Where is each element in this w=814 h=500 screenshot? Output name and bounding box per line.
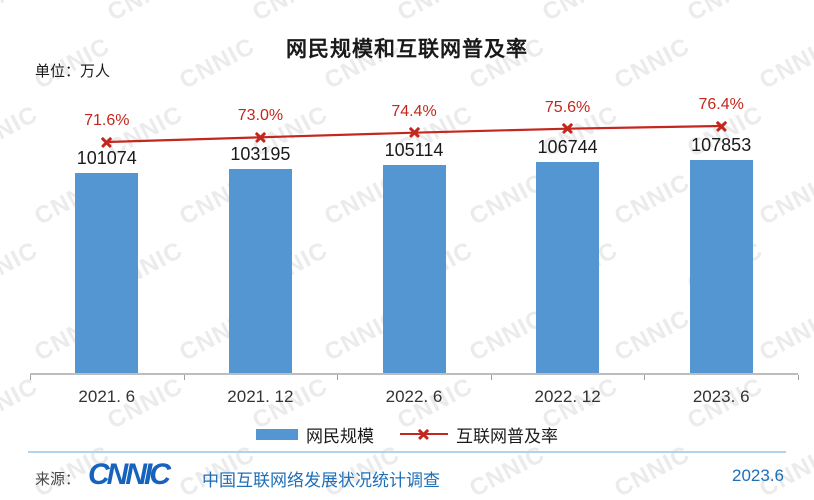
x-axis-label: 2022. 12 — [534, 387, 601, 406]
netizen-scale-bar — [382, 165, 446, 373]
axis-tick — [30, 375, 31, 380]
source-label: 来源： — [35, 471, 81, 488]
legend-item-netizen-scale: 网民规模 — [256, 422, 374, 447]
line-x-marker — [254, 131, 267, 144]
axis-tick — [183, 375, 185, 380]
penetration-rate-label: 71.6% — [84, 112, 130, 129]
legend-item-penetration-rate: 互联网普及率 — [400, 422, 558, 447]
x-axis-line — [30, 373, 798, 375]
report-date: 2023.6 — [732, 466, 784, 485]
line-x-marker — [408, 126, 421, 139]
bar-value-label: 103195 — [230, 144, 291, 165]
cnnic-logo: CNNIC — [88, 458, 171, 491]
x-axis-label: 2022. 6 — [385, 387, 443, 406]
line-x-marker — [715, 120, 728, 133]
netizen-scale-bar — [75, 173, 139, 373]
penetration-rate-label: 75.6% — [544, 98, 591, 116]
bar-value-label: 105114 — [384, 140, 444, 161]
axis-tick — [644, 375, 646, 380]
bar-value-label: 107853 — [691, 135, 752, 155]
legend: 网民规模 互联网普及率 — [0, 422, 814, 447]
x-axis-label: 2023. 6 — [692, 387, 750, 406]
unit-label: 单位：万人 — [35, 63, 111, 80]
bar-value-label: 101074 — [76, 148, 137, 169]
bar-value-label: 106744 — [537, 137, 598, 158]
axis-tick — [798, 375, 799, 380]
axis-tick — [490, 375, 492, 380]
footer: 来源： CNNIC 中国互联网络发展状况统计调查 2023.6 — [0, 458, 814, 498]
chart-title: 网民规模和互联网普及率 — [286, 38, 528, 61]
bar-swatch-icon — [256, 428, 298, 440]
x-axis-label: 2021. 6 — [78, 387, 136, 406]
line-x-marker — [561, 122, 574, 135]
x-axis-label: 2021. 12 — [227, 387, 294, 406]
legend-label: 互联网普及率 — [456, 426, 558, 446]
netizen-scale-bar — [689, 160, 753, 373]
netizen-scale-bar — [536, 162, 600, 373]
axis-tick — [337, 375, 339, 380]
line-x-marker-icon — [400, 428, 448, 441]
legend-label: 网民规模 — [306, 426, 374, 446]
line-x-marker — [100, 136, 113, 149]
x-marker-icon — [417, 428, 430, 441]
penetration-rate-label: 76.4% — [698, 96, 744, 113]
netizen-scale-bar — [228, 169, 292, 373]
source-text: 中国互联网络发展状况统计调查 — [202, 471, 440, 490]
penetration-rate-label: 74.4% — [391, 102, 437, 120]
footer-divider — [28, 451, 786, 453]
penetration-rate-label: 73.0% — [237, 107, 284, 125]
